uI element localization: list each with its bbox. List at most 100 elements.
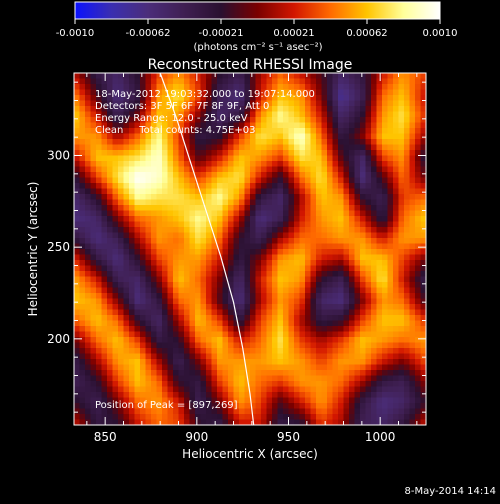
heatmap-cell	[129, 342, 135, 349]
heatmap-cell	[404, 133, 410, 140]
heatmap-cell	[96, 298, 102, 305]
heatmap-cell	[200, 106, 207, 112]
heatmap-cell	[409, 155, 416, 162]
heatmap-cell	[294, 221, 300, 228]
heatmap-cell	[338, 309, 344, 316]
heatmap-cell	[409, 111, 416, 118]
heatmap-cell	[360, 100, 366, 107]
heatmap-cell	[107, 133, 113, 140]
heatmap-cell	[299, 381, 306, 387]
heatmap-cell	[294, 216, 300, 222]
heatmap-cell	[162, 89, 168, 96]
heatmap-cell	[189, 282, 196, 288]
heatmap-cell	[354, 348, 361, 354]
heatmap-cell	[415, 128, 421, 134]
heatmap-cell	[321, 221, 328, 228]
heatmap-cell	[420, 210, 426, 217]
heatmap-cell	[266, 304, 273, 310]
heatmap-cell	[85, 78, 91, 85]
heatmap-cell	[162, 188, 168, 195]
heatmap-cell	[393, 100, 399, 107]
heatmap-cell	[217, 232, 223, 239]
heatmap-cell	[228, 221, 234, 228]
heatmap-cell	[382, 155, 388, 162]
heatmap-cell	[145, 271, 152, 277]
heatmap-cell	[206, 309, 212, 316]
heatmap-cell	[261, 166, 267, 173]
heatmap-cell	[415, 254, 421, 261]
heatmap-cell	[371, 172, 377, 178]
heatmap-cell	[140, 298, 146, 305]
heatmap-cell	[310, 309, 317, 316]
heatmap-cell	[404, 194, 410, 200]
heatmap-cell	[404, 397, 410, 404]
heatmap-cell	[211, 370, 218, 376]
heatmap-cell	[261, 216, 267, 222]
heatmap-cell	[200, 122, 207, 129]
heatmap-cell	[184, 397, 190, 404]
heatmap-cell	[272, 315, 278, 321]
heatmap-cell	[134, 139, 141, 145]
heatmap-cell	[129, 183, 135, 189]
heatmap-cell	[200, 73, 207, 79]
heatmap-cell	[250, 188, 256, 195]
heatmap-cell	[365, 128, 372, 134]
heatmap-cell	[129, 194, 135, 200]
heatmap-cell	[112, 348, 119, 354]
heatmap-cell	[376, 172, 383, 178]
heatmap-cell	[101, 144, 108, 151]
heatmap-cell	[162, 161, 168, 167]
heatmap-cell	[189, 89, 196, 96]
heatmap-cell	[96, 238, 102, 244]
heatmap-cell	[349, 216, 355, 222]
heatmap-cell	[74, 128, 80, 134]
heatmap-cell	[371, 320, 377, 327]
heatmap-cell	[277, 100, 284, 107]
heatmap-cell	[189, 271, 196, 277]
heatmap-cell	[211, 139, 218, 145]
heatmap-cell	[354, 122, 361, 129]
heatmap-cell	[233, 403, 240, 409]
heatmap-cell	[239, 95, 245, 101]
heatmap-cell	[162, 342, 168, 349]
heatmap-cell	[90, 392, 97, 398]
heatmap-cell	[79, 161, 86, 167]
heatmap-cell	[134, 210, 141, 217]
heatmap-cell	[332, 205, 339, 211]
heatmap-cell	[277, 414, 284, 420]
heatmap-cell	[365, 348, 372, 354]
heatmap-cell	[101, 122, 108, 129]
heatmap-cell	[167, 260, 174, 266]
heatmap-cell	[85, 254, 91, 261]
heatmap-cell	[123, 403, 130, 409]
heatmap-cell	[288, 78, 295, 85]
heatmap-cell	[233, 243, 240, 250]
heatmap-cell	[118, 238, 124, 244]
heatmap-cell	[112, 403, 119, 409]
heatmap-cell	[321, 95, 328, 101]
heatmap-cell	[162, 133, 168, 140]
heatmap-cell	[200, 326, 207, 332]
heatmap-cell	[261, 331, 267, 338]
heatmap-cell	[332, 271, 339, 277]
heatmap-cell	[349, 243, 355, 250]
heatmap-cell	[349, 298, 355, 305]
heatmap-cell	[200, 419, 207, 425]
heatmap-cell	[338, 122, 344, 129]
heatmap-cell	[343, 216, 350, 222]
heatmap-cell	[266, 133, 273, 140]
heatmap-cell	[376, 287, 383, 294]
heatmap-cell	[393, 177, 399, 184]
heatmap-cell	[332, 342, 339, 349]
heatmap-cell	[96, 276, 102, 283]
heatmap-cell	[151, 315, 157, 321]
heatmap-cell	[79, 403, 86, 409]
heatmap-cell	[404, 353, 410, 360]
heatmap-cell	[217, 238, 223, 244]
heatmap-cell	[371, 414, 377, 420]
heatmap-cell	[123, 232, 130, 239]
heatmap-cell	[266, 320, 273, 327]
heatmap-cell	[129, 73, 135, 79]
heatmap-cell	[371, 106, 377, 112]
heatmap-cell	[277, 408, 284, 415]
